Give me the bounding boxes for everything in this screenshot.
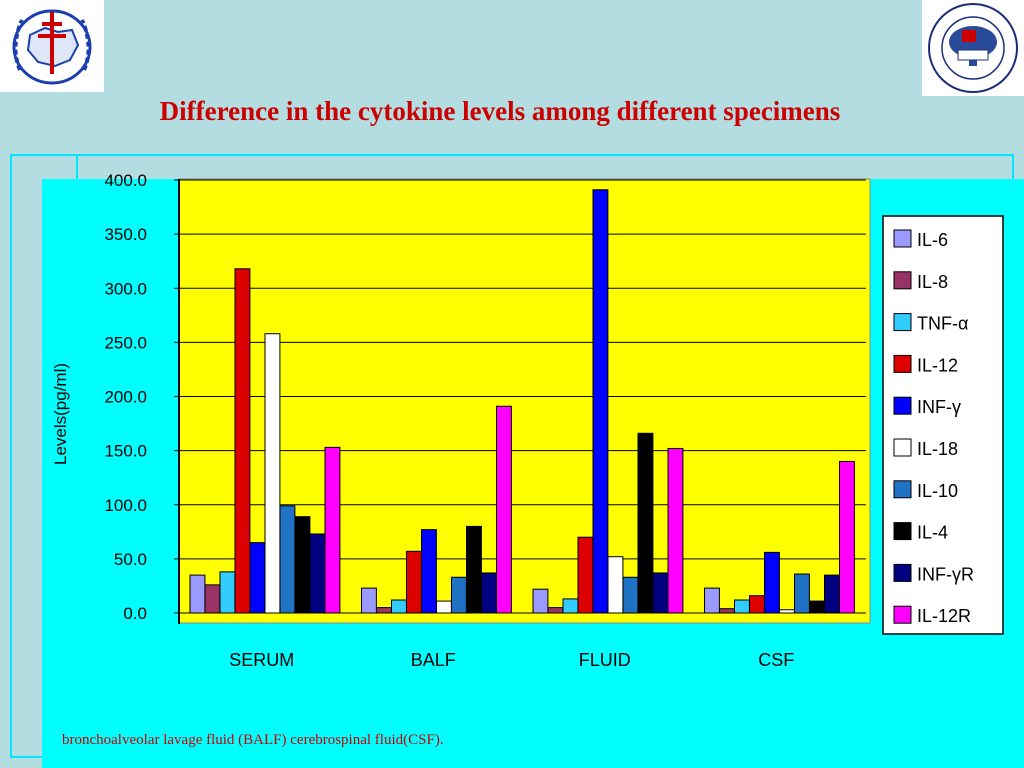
legend-swatch [893, 354, 912, 373]
bar-fluid-7 [637, 432, 654, 614]
legend-swatch [893, 396, 912, 415]
bar-fluid-8 [652, 572, 669, 614]
bar-fluid-1 [547, 607, 564, 614]
bar-serum-4 [249, 542, 266, 614]
legend-swatch [893, 522, 912, 541]
y-tick-label: 250.0 [104, 333, 147, 352]
bar-balf-6 [451, 576, 467, 614]
bar-serum-1 [204, 584, 221, 614]
legend-label: IL-18 [917, 439, 958, 459]
bar-csf-7 [809, 600, 825, 614]
x-category-label: FLUID [579, 650, 631, 670]
y-axis-title: Levels(pg/ml) [51, 363, 70, 465]
y-tick-label: 350.0 [104, 225, 147, 244]
bar-serum-8 [309, 533, 326, 614]
red-cross-logo-icon [12, 9, 92, 85]
y-tick-label: 400.0 [104, 171, 147, 190]
bar-balf-7 [466, 525, 482, 614]
bar-csf-4 [764, 551, 780, 614]
legend-swatch [893, 563, 912, 582]
legend-label: TNF-α [917, 314, 968, 334]
frame-divider [76, 154, 78, 179]
legend-swatch [893, 229, 912, 248]
bar-serum-7 [294, 516, 311, 614]
bar-csf-2 [734, 599, 750, 614]
bar-serum-3 [234, 268, 251, 614]
x-category-label: BALF [411, 650, 456, 670]
bar-serum-6 [279, 505, 296, 614]
bar-csf-1 [719, 608, 735, 614]
legend-swatch [893, 271, 912, 290]
y-tick-label: 50.0 [114, 550, 147, 569]
legend-swatch [893, 480, 912, 499]
bar-fluid-0 [532, 588, 549, 614]
bar-balf-3 [406, 550, 422, 614]
bar-csf-0 [704, 587, 720, 614]
bar-balf-5 [436, 600, 452, 614]
bar-serum-0 [189, 574, 206, 614]
bar-csf-6 [794, 573, 810, 614]
legend-label: INF-γR [917, 564, 974, 584]
bar-csf-3 [749, 595, 765, 614]
y-tick-label: 300.0 [104, 279, 147, 298]
bar-balf-0 [361, 587, 377, 614]
bar-fluid-2 [562, 598, 579, 614]
bar-serum-2 [219, 571, 236, 614]
legend-label: IL-6 [917, 230, 948, 250]
y-tick-label: 200.0 [104, 388, 147, 407]
x-category-label: CSF [758, 650, 794, 670]
bar-csf-5 [779, 609, 795, 614]
bar-fluid-5 [607, 556, 624, 614]
bar-serum-9 [324, 446, 341, 614]
legend-label: IL-8 [917, 272, 948, 292]
legend-label: IL-12R [917, 606, 971, 626]
bar-balf-9 [496, 405, 512, 614]
bar-fluid-4 [592, 189, 609, 614]
footnote: bronchoalveolar lavage fluid (BALF) cere… [62, 732, 444, 748]
bar-csf-9 [839, 460, 855, 614]
bar-balf-4 [421, 529, 437, 614]
kyoto-university-seal-logo [922, 0, 1024, 96]
bar-serum-5 [264, 333, 281, 614]
legend-label: INF-γ [917, 397, 961, 417]
red-cross-un-wreath-logo [0, 0, 104, 92]
bar-csf-8 [824, 574, 840, 614]
bar-fluid-9 [667, 447, 684, 614]
bar-balf-2 [391, 599, 407, 614]
legend-swatch [893, 438, 912, 457]
y-tick-label: 0.0 [123, 604, 147, 623]
legend-swatch [893, 313, 912, 332]
university-seal-icon [928, 3, 1018, 93]
legend: IL-6 IL-8 TNF-α IL-12 INF-γ IL-18 IL-10 IL-4 INF… [882, 215, 1004, 635]
bar-balf-1 [376, 607, 392, 614]
legend-label: IL-4 [917, 523, 948, 543]
legend-swatch [893, 605, 912, 624]
bar-fluid-3 [577, 536, 594, 614]
page-title: Difference in the cytokine levels among … [159, 96, 841, 126]
y-tick-label: 100.0 [104, 496, 147, 515]
legend-label: IL-10 [917, 481, 958, 501]
legend-label: IL-12 [917, 355, 958, 375]
bar-balf-8 [481, 572, 497, 614]
bar-fluid-6 [622, 576, 639, 614]
y-tick-label: 150.0 [104, 442, 147, 461]
x-category-label: SERUM [229, 650, 294, 670]
